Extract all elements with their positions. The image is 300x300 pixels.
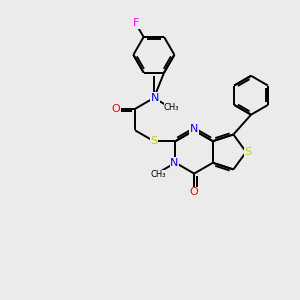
Text: N: N bbox=[190, 124, 198, 134]
Text: N: N bbox=[170, 158, 179, 168]
Text: F: F bbox=[133, 18, 139, 28]
Text: S: S bbox=[244, 147, 252, 157]
Text: CH₃: CH₃ bbox=[151, 170, 167, 179]
Text: N: N bbox=[151, 93, 159, 103]
Text: O: O bbox=[190, 187, 199, 197]
Text: O: O bbox=[112, 104, 120, 114]
Text: S: S bbox=[150, 136, 158, 146]
Text: CH₃: CH₃ bbox=[164, 103, 179, 112]
